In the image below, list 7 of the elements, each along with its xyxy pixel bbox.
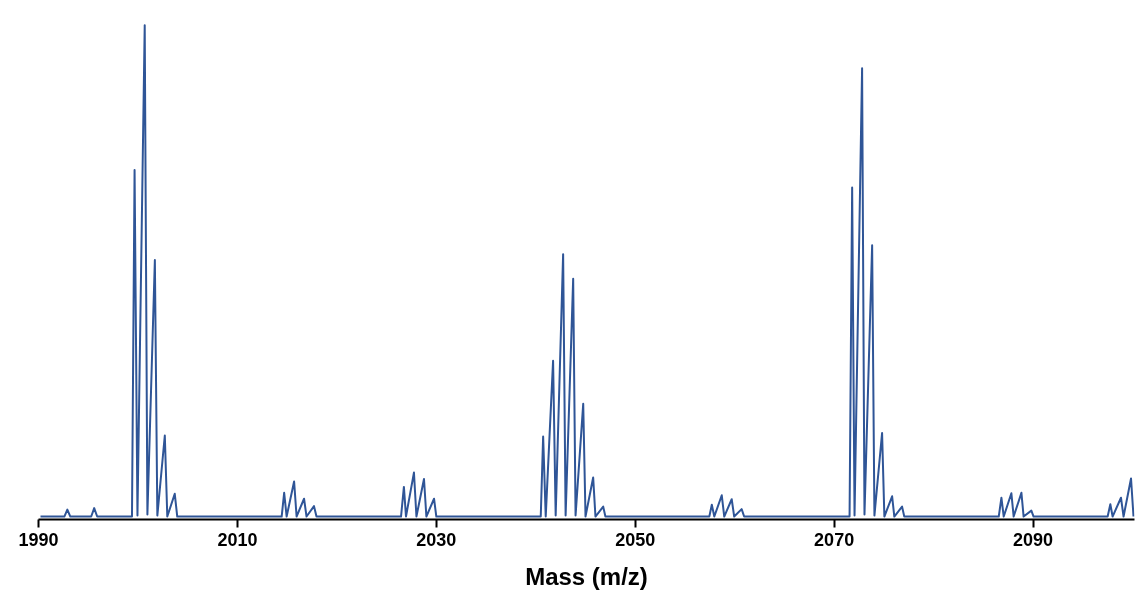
x-tick-label: 1990: [18, 529, 59, 550]
x-tick-label: 2050: [615, 529, 656, 550]
x-tick-label: 2030: [416, 529, 457, 550]
x-tick-label: 2090: [1013, 529, 1054, 550]
x-tick-label: 2010: [217, 529, 258, 550]
x-tick-label: 2070: [814, 529, 855, 550]
x-axis-title: Mass (m/z): [525, 562, 648, 590]
